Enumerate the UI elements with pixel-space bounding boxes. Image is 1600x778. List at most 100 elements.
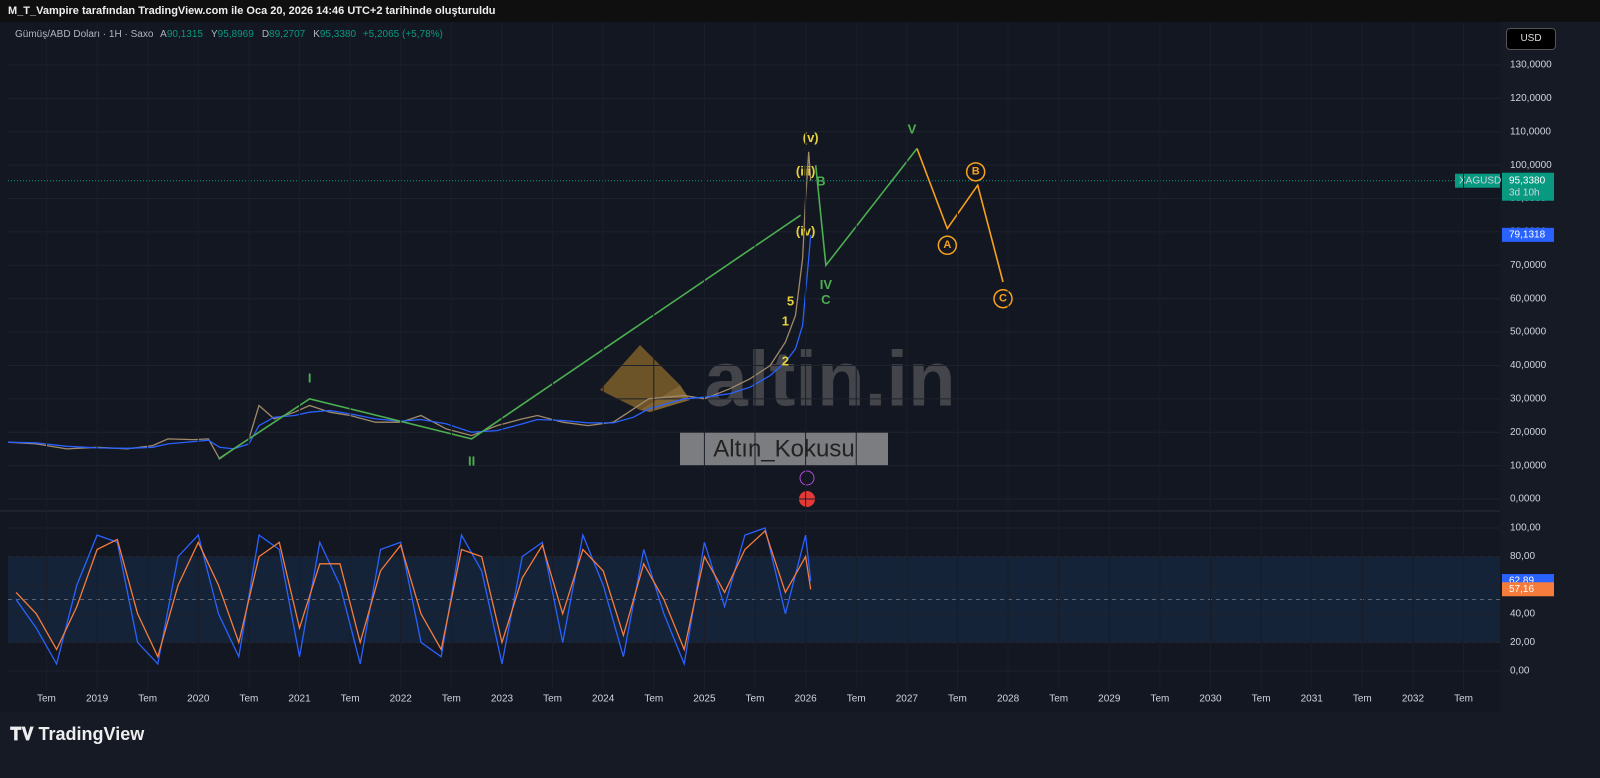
wave-label: (v)	[803, 130, 819, 145]
x-tick-label: 2028	[997, 694, 1020, 705]
x-tick-label: 2025	[693, 694, 716, 705]
ohlc-key: K	[313, 29, 320, 40]
x-tick-label: Tem	[1049, 694, 1068, 705]
y-tick-label: 20,0000	[1510, 427, 1547, 438]
y-tick-label: 70,0000	[1510, 260, 1547, 271]
x-tick-label: Tem	[948, 694, 967, 705]
x-tick-label: Tem	[239, 694, 258, 705]
y-tick-label: 120,0000	[1510, 93, 1552, 104]
ohlc-value: 95,8969	[217, 29, 254, 40]
event-icon	[799, 470, 815, 486]
x-tick-label: 2031	[1301, 694, 1324, 705]
wave-circle	[965, 162, 986, 182]
y-tick-label: 100,0000	[1510, 160, 1552, 171]
wave-label: II	[468, 454, 475, 469]
y-tick-label: 130,0000	[1510, 60, 1552, 71]
series-line	[7, 234, 812, 450]
y-tick-label: 40,00	[1510, 608, 1535, 619]
wave-line	[916, 148, 1004, 283]
x-tick-label: 2030	[1199, 694, 1222, 705]
wave-label: 5	[787, 293, 794, 308]
y-tick-label: 0,0000	[1510, 494, 1541, 505]
watermark-author: Altın_Kokusu	[713, 435, 854, 462]
ohlc-key: D	[261, 29, 270, 40]
wave-line	[814, 148, 918, 268]
price-badge	[1502, 582, 1554, 597]
watermark-brand: altin.in	[704, 335, 955, 423]
footer-brand: 𝐓𝐕 TradingView	[10, 724, 145, 744]
legend: Gümüş/ABD Doları · 1H · Saxo A90,1315 Y95…	[15, 29, 447, 40]
y-tick-label: 10,0000	[1510, 460, 1547, 471]
x-tick-label: Tem	[644, 694, 663, 705]
y-tick-label: 80,00	[1510, 551, 1535, 562]
x-tick-label: 2027	[896, 694, 919, 705]
x-tick-label: Tem	[1150, 694, 1169, 705]
x-tick-label: Tem	[1454, 694, 1473, 705]
wave-label: V	[908, 122, 917, 137]
y-tick-label: 30,0000	[1510, 393, 1547, 404]
y-tick-label: 0,00	[1510, 666, 1530, 677]
symbol-badge	[1455, 173, 1500, 188]
x-tick-label: Tem	[138, 694, 157, 705]
x-tick-label: 2024	[592, 694, 615, 705]
ohlc-value: 89,2707	[269, 29, 306, 40]
price-badge	[1502, 172, 1554, 201]
x-tick-label: 2021	[288, 694, 311, 705]
last-value: 62,89	[1509, 576, 1534, 587]
x-tick-label: 2019	[86, 694, 109, 705]
wave-label: I	[308, 370, 312, 385]
wave-label: IV	[820, 277, 833, 292]
wave-label: B	[972, 166, 980, 178]
wave-label: A	[943, 239, 951, 251]
x-tick-label: Tem	[442, 694, 461, 705]
symbol: Gümüş/ABD Doları · 1H · Saxo	[15, 29, 154, 40]
credit: M_T_Vampire tarafından TradingView.com i…	[0, 0, 1600, 22]
x-tick-label: 2026	[794, 694, 817, 705]
wave-label: 2	[782, 354, 789, 369]
y-tick-label: 20,00	[1510, 637, 1535, 648]
wave-line	[218, 214, 802, 460]
footer-text: TradingView	[38, 724, 145, 744]
ohlc-value: 90,1315	[166, 29, 203, 40]
wave-circle	[937, 235, 958, 256]
x-tick-label: 2023	[491, 694, 514, 705]
wave-label: 1	[782, 313, 789, 328]
x-tick-label: Tem	[543, 694, 562, 705]
symbol-label: XAGUSD	[1459, 175, 1501, 186]
watermark-box	[680, 432, 888, 466]
series-line	[15, 527, 812, 667]
y-tick-label: 40,0000	[1510, 360, 1547, 371]
x-tick-label: Tem	[1353, 694, 1372, 705]
y-tick-label: 100,00	[1510, 523, 1541, 534]
y-tick-label: 60,0000	[1510, 293, 1547, 304]
last-value: 79,1318	[1509, 229, 1546, 240]
ohlc-key: A	[160, 29, 167, 40]
countdown: 3d 10h	[1509, 187, 1540, 198]
x-tick-label: 2032	[1402, 694, 1425, 705]
ohlc-value: 95,3380	[319, 29, 357, 40]
ohlc: A90,1315 Y95,8969 D89,2707 K95,3380	[156, 29, 360, 40]
last-value: 95,3380	[1509, 175, 1546, 186]
x-tick-label: Tem	[37, 694, 56, 705]
y-tick-label: 50,0000	[1510, 327, 1547, 338]
wave-label: C	[999, 293, 1007, 305]
x-tick-label: 2022	[390, 694, 413, 705]
price-badge	[1502, 227, 1554, 242]
x-tick-label: Tem	[746, 694, 765, 705]
change: +5,2065 (+5,78%)	[362, 29, 443, 40]
x-tick-label: 2029	[1098, 694, 1121, 705]
x-tick-label: Tem	[1252, 694, 1271, 705]
wave-label: B	[816, 173, 825, 188]
series-line	[15, 529, 812, 659]
wave-circle	[993, 288, 1013, 309]
x-tick-label: Tem	[341, 694, 360, 705]
wave-label: C	[821, 292, 831, 307]
y-tick-label: 110,0000	[1510, 126, 1551, 137]
x-tick-label: Tem	[847, 694, 866, 705]
ohlc-key: Y	[210, 29, 218, 40]
currency-button[interactable]: USD	[1506, 28, 1556, 50]
x-tick-label: 2020	[187, 694, 210, 705]
last-value: 57,16	[1509, 584, 1534, 595]
